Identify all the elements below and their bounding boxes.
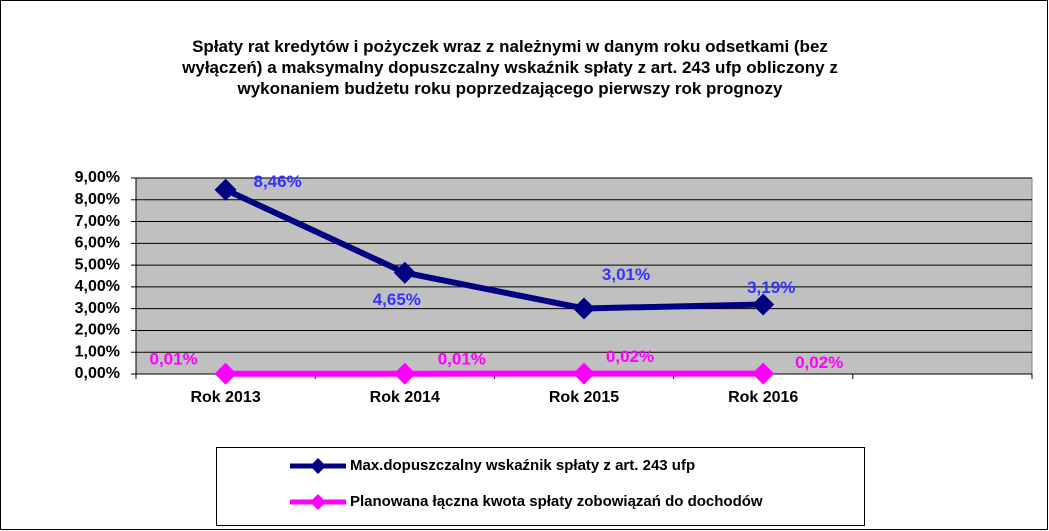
data-label: 0,01% [438, 349, 486, 368]
data-point [573, 362, 595, 385]
y-tick-label: 9,00% [75, 169, 120, 186]
data-point [214, 178, 237, 201]
data-label: 3,19% [747, 278, 795, 297]
x-tick-label: Rok 2015 [549, 389, 619, 406]
data-point [214, 362, 237, 385]
data-label: 4,65% [373, 290, 421, 309]
y-tick-label: 3,00% [75, 300, 120, 317]
legend-label: Max.dopuszczalny wskaźnik spłaty z art. … [350, 457, 695, 474]
data-label: 8,46% [253, 172, 301, 191]
legend-marker [310, 458, 326, 474]
data-point [573, 297, 595, 320]
data-label: 3,01% [602, 265, 650, 284]
y-tick-label: 8,00% [75, 191, 120, 208]
y-tick-label: 5,00% [75, 256, 120, 273]
plot-area [135, 177, 1033, 375]
y-tick-label: 4,00% [75, 278, 120, 295]
x-tick-label: Rok 2013 [190, 389, 260, 406]
y-tick-label: 1,00% [75, 343, 120, 360]
data-point [393, 362, 416, 385]
y-tick-label: 2,00% [75, 322, 120, 339]
data-label: 0,02% [606, 347, 654, 366]
data-label: 0,01% [149, 349, 197, 368]
legend-marker [310, 494, 326, 510]
y-tick-label: 0,00% [75, 365, 120, 382]
data-point [752, 362, 775, 385]
chart-title: Spłaty rat kredytów i pożyczek wraz z na… [182, 37, 838, 98]
y-tick-label: 7,00% [75, 213, 120, 230]
legend-label: Planowana łączna kwota spłaty zobowiązań… [350, 493, 763, 510]
data-label: 0,02% [795, 353, 843, 372]
data-point [752, 293, 775, 316]
x-tick-label: Rok 2014 [370, 389, 440, 406]
x-tick-label: Rok 2016 [728, 389, 798, 406]
legend-box [216, 447, 865, 526]
series-line [224, 187, 764, 312]
data-point [393, 261, 416, 284]
y-tick-label: 6,00% [75, 235, 120, 252]
